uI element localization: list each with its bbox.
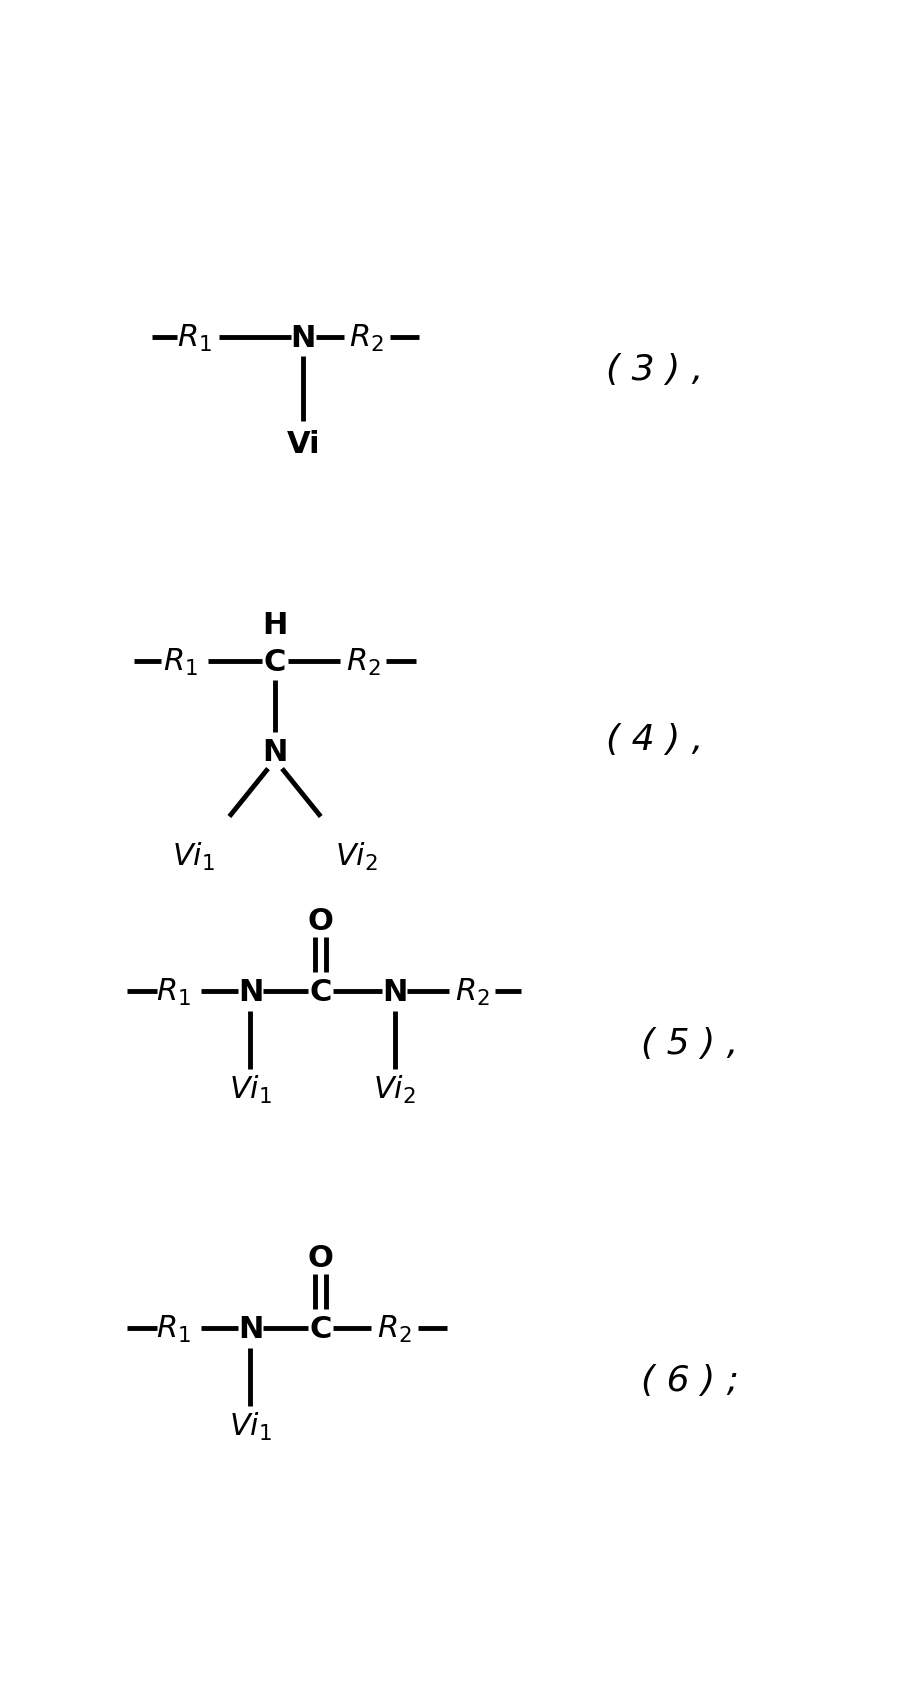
Text: ( 3 ) ,: ( 3 ) , [606,353,703,387]
Text: ( 4 ) ,: ( 4 ) , [606,722,703,757]
Text: $Vi_2$: $Vi_2$ [373,1073,416,1105]
Text: O: O [307,1243,334,1272]
Text: $R_1$: $R_1$ [156,1314,190,1344]
Text: $Vi_1$: $Vi_1$ [172,841,215,873]
Text: Vi: Vi [287,429,320,459]
Text: $R_2$: $R_2$ [377,1314,412,1344]
Text: $R_2$: $R_2$ [346,646,380,678]
Text: ( 6 ) ;: ( 6 ) ; [641,1364,738,1398]
Text: N: N [290,323,316,352]
Text: $Vi_2$: $Vi_2$ [335,841,377,873]
Text: N: N [238,1314,263,1344]
Text: $R_1$: $R_1$ [177,323,211,353]
Text: H: H [262,611,288,639]
Text: $R_1$: $R_1$ [156,976,190,1008]
Text: C: C [264,648,287,676]
Text: $R_2$: $R_2$ [454,976,489,1008]
Text: O: O [307,907,334,935]
Text: C: C [309,977,332,1006]
Text: $Vi_1$: $Vi_1$ [229,1073,272,1105]
Text: $R_2$: $R_2$ [349,323,384,353]
Text: $R_1$: $R_1$ [162,646,198,678]
Text: $Vi_1$: $Vi_1$ [229,1410,272,1441]
Text: ( 5 ) ,: ( 5 ) , [641,1026,738,1061]
Text: N: N [238,977,263,1006]
Text: N: N [262,738,288,767]
Text: N: N [382,977,407,1006]
Text: C: C [309,1314,332,1344]
